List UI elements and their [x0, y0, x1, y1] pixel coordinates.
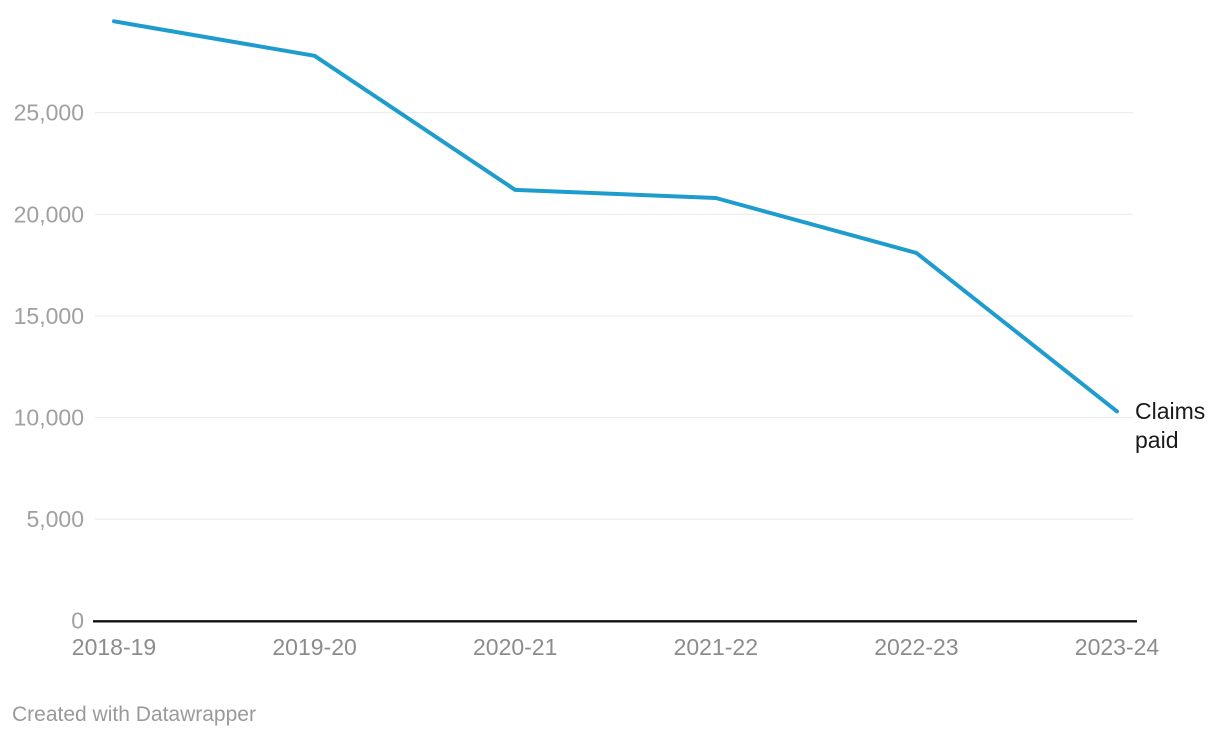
y-tick-label-0: 0 [71, 608, 84, 634]
x-tick-label-2023-24: 2023-24 [1075, 634, 1160, 660]
x-axis-tick-labels: 2018-19 2019-20 2020-21 2021-22 2022-23 2023-… [72, 634, 1160, 660]
y-axis-tick-labels: 0 5,000 10,000 15,000 20,000 25,000 [14, 100, 84, 634]
x-tick-label-2021-22: 2021-22 [674, 634, 758, 660]
x-tick-label-2019-20: 2019-20 [272, 634, 356, 660]
y-tick-label-25,000: 25,000 [14, 100, 84, 126]
datawrapper-credit-link[interactable]: Created with Datawrapper [12, 703, 256, 726]
gridlines [95, 112, 1133, 520]
y-tick-label-10,000: 10,000 [14, 405, 84, 431]
y-tick-label-15,000: 15,000 [14, 303, 84, 329]
claims-paid-series-line [112, 19, 1119, 414]
series-end-label: Claims paid [1135, 398, 1206, 453]
y-tick-label-20,000: 20,000 [14, 201, 84, 227]
x-tick-label-2022-23: 2022-23 [874, 634, 958, 660]
x-tick-label-2020-21: 2020-21 [473, 634, 557, 660]
x-tick-label-2018-19: 2018-19 [72, 634, 156, 660]
y-tick-label-5,000: 5,000 [26, 506, 84, 532]
